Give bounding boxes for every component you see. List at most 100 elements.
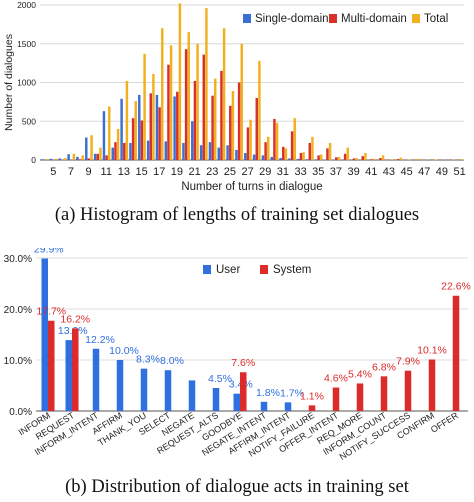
x-tick-label: OFFER <box>429 410 461 435</box>
x-tick-label: 41 <box>365 166 377 178</box>
data-label-user: 12.2% <box>85 334 115 346</box>
bar-single-domain <box>305 159 309 160</box>
bar-multi-domain <box>370 159 373 160</box>
bar-single-domain <box>146 140 150 160</box>
legend-swatch-total <box>412 14 420 23</box>
bar-single-domain <box>49 158 53 160</box>
bar-multi-domain <box>379 158 382 160</box>
data-label-system: 1.1% <box>300 390 324 402</box>
bar-multi-domain <box>114 142 117 160</box>
x-tick-label: 27 <box>241 166 253 178</box>
bar-total <box>284 148 288 160</box>
bar-system <box>404 370 412 411</box>
bar-total <box>328 142 332 160</box>
bar-total <box>293 118 296 160</box>
bar-total <box>399 157 402 160</box>
legend-label-user: User <box>216 264 240 276</box>
bar-multi-domain <box>158 107 161 160</box>
bar-single-domain <box>314 159 318 160</box>
bar-total <box>355 158 358 160</box>
x-tick-label: 17 <box>153 166 165 178</box>
bar-total <box>320 154 323 160</box>
bar-total <box>302 152 305 160</box>
bar-multi-domain <box>211 95 214 160</box>
legend-swatch-single-domain <box>243 14 251 23</box>
bar-user <box>92 348 100 411</box>
figure-b-caption: (b) Distribution of dialogue acts in tra… <box>65 477 409 497</box>
bar-total <box>222 28 226 160</box>
bar-system <box>428 359 436 411</box>
y-tick-label: 1000 <box>17 78 36 88</box>
bar-total <box>275 122 279 160</box>
x-tick-label: 43 <box>383 166 395 178</box>
bar-single-domain <box>270 156 274 160</box>
bar-single-domain <box>93 153 97 160</box>
bar-multi-domain <box>87 158 91 160</box>
x-tick-label: 31 <box>277 166 289 178</box>
data-label-system: 17.7% <box>36 306 66 318</box>
x-tick-label: 29 <box>259 166 271 178</box>
bar-multi-domain <box>167 64 170 160</box>
bar-total <box>364 153 367 160</box>
bar-total <box>381 155 385 160</box>
bar-total <box>99 147 102 160</box>
bar-total <box>187 32 190 160</box>
bar-multi-domain <box>264 142 267 160</box>
bar-single-domain <box>226 145 229 160</box>
data-label-system: 7.6% <box>231 357 255 369</box>
y-axis-label: Number of dialogues <box>3 34 15 131</box>
bar-total <box>417 158 420 160</box>
x-tick-label: 35 <box>312 166 324 178</box>
figure-a-caption: (a) Histogram of lengths of training set… <box>54 205 420 225</box>
x-tick-label: 5 <box>50 166 56 178</box>
bar-system <box>332 387 340 411</box>
legend-swatch-multi-domain <box>329 14 337 23</box>
bar-total <box>311 136 314 160</box>
x-tick-label: 21 <box>188 166 200 178</box>
bar-total <box>178 3 182 161</box>
y-tick-label: 10.0% <box>4 356 32 367</box>
bar-multi-domain <box>184 49 188 160</box>
bar-system <box>452 295 460 411</box>
bar-total <box>346 147 349 160</box>
bar-multi-domain <box>308 142 311 160</box>
x-tick-label: 9 <box>86 166 92 178</box>
bar-total <box>205 8 208 160</box>
bar-multi-domain <box>78 159 82 160</box>
bar-single-domain <box>279 158 282 160</box>
turns-histogram-chart: 0 500 1000 1500 2000 5 7 9 11 13 15 17 19 21 23 25 27 29 3… <box>3 0 466 193</box>
bar-total <box>90 135 93 160</box>
bar-total <box>143 53 146 161</box>
bar-single-domain <box>191 121 194 160</box>
bar-single-domain <box>244 153 247 160</box>
x-tick-label: 19 <box>171 166 183 178</box>
y-tick-label: 0.0% <box>9 407 32 418</box>
dialogue-acts-chart: 0.0%10.0%20.0%30.0%29.9%17.7%INFORM13.9%… <box>4 248 471 462</box>
data-label-user: 10.0% <box>109 345 139 357</box>
bar-multi-domain <box>220 70 223 160</box>
bar-total <box>267 136 270 160</box>
data-label-user: 8.3% <box>136 354 160 366</box>
bar-total <box>108 106 111 160</box>
data-label-system: 6.8% <box>372 361 396 373</box>
y-tick-label: 30.0% <box>4 254 32 265</box>
bar-total <box>249 119 252 160</box>
bar-single-domain <box>297 158 300 160</box>
bar-user <box>188 380 196 411</box>
data-label-system: 5.4% <box>348 368 372 380</box>
bar-multi-domain <box>361 156 364 160</box>
bar-system <box>308 405 316 411</box>
x-tick-label: 47 <box>418 166 430 178</box>
x-tick-label: 45 <box>400 166 412 178</box>
bar-multi-domain <box>96 153 99 160</box>
bar-single-domain <box>58 158 62 160</box>
bar-total <box>461 159 464 160</box>
bar-single-domain <box>102 111 106 160</box>
bar-single-domain <box>235 149 238 160</box>
data-label-user: 8.0% <box>160 355 184 367</box>
bar-total <box>161 28 164 160</box>
bar-total <box>231 91 235 160</box>
data-label-system: 16.2% <box>60 313 90 325</box>
bar-multi-domain <box>105 155 108 160</box>
bar-total <box>169 45 173 160</box>
